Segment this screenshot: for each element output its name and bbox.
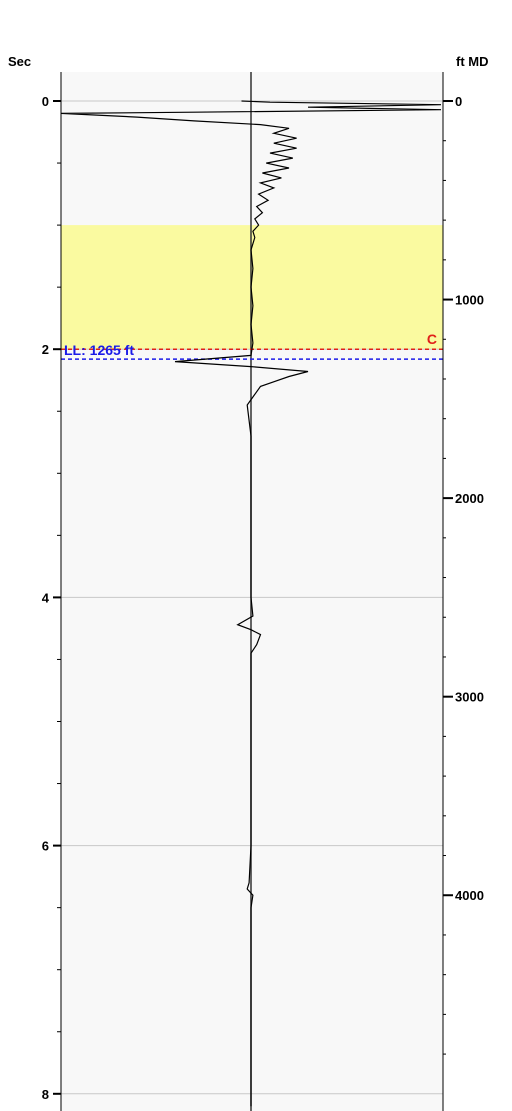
left-tick-label: 8 xyxy=(42,1087,49,1102)
right-tick-label: 2000 xyxy=(455,491,484,506)
right-axis-ticks: 0 1000 2000 3000 4000 xyxy=(443,94,484,1055)
right-tick-label: 3000 xyxy=(455,690,484,705)
red-dashed-line-label: C xyxy=(427,331,437,347)
right-axis-title: ft MD xyxy=(456,54,489,69)
blue-dashed-line-label: LL: 1265 ft xyxy=(64,342,134,358)
right-tick-label: 1000 xyxy=(455,293,484,308)
left-tick-label: 0 xyxy=(42,94,49,109)
left-tick-label: 2 xyxy=(42,342,49,357)
left-axis-ticks: 0 2 4 6 8 xyxy=(42,94,61,1102)
left-axis-title: Sec xyxy=(8,54,31,69)
trace-line xyxy=(60,100,442,1107)
right-tick-label: 0 xyxy=(455,94,462,109)
left-tick-label: 6 xyxy=(42,839,49,854)
left-tick-label: 4 xyxy=(42,590,50,605)
right-tick-label: 4000 xyxy=(455,888,484,903)
